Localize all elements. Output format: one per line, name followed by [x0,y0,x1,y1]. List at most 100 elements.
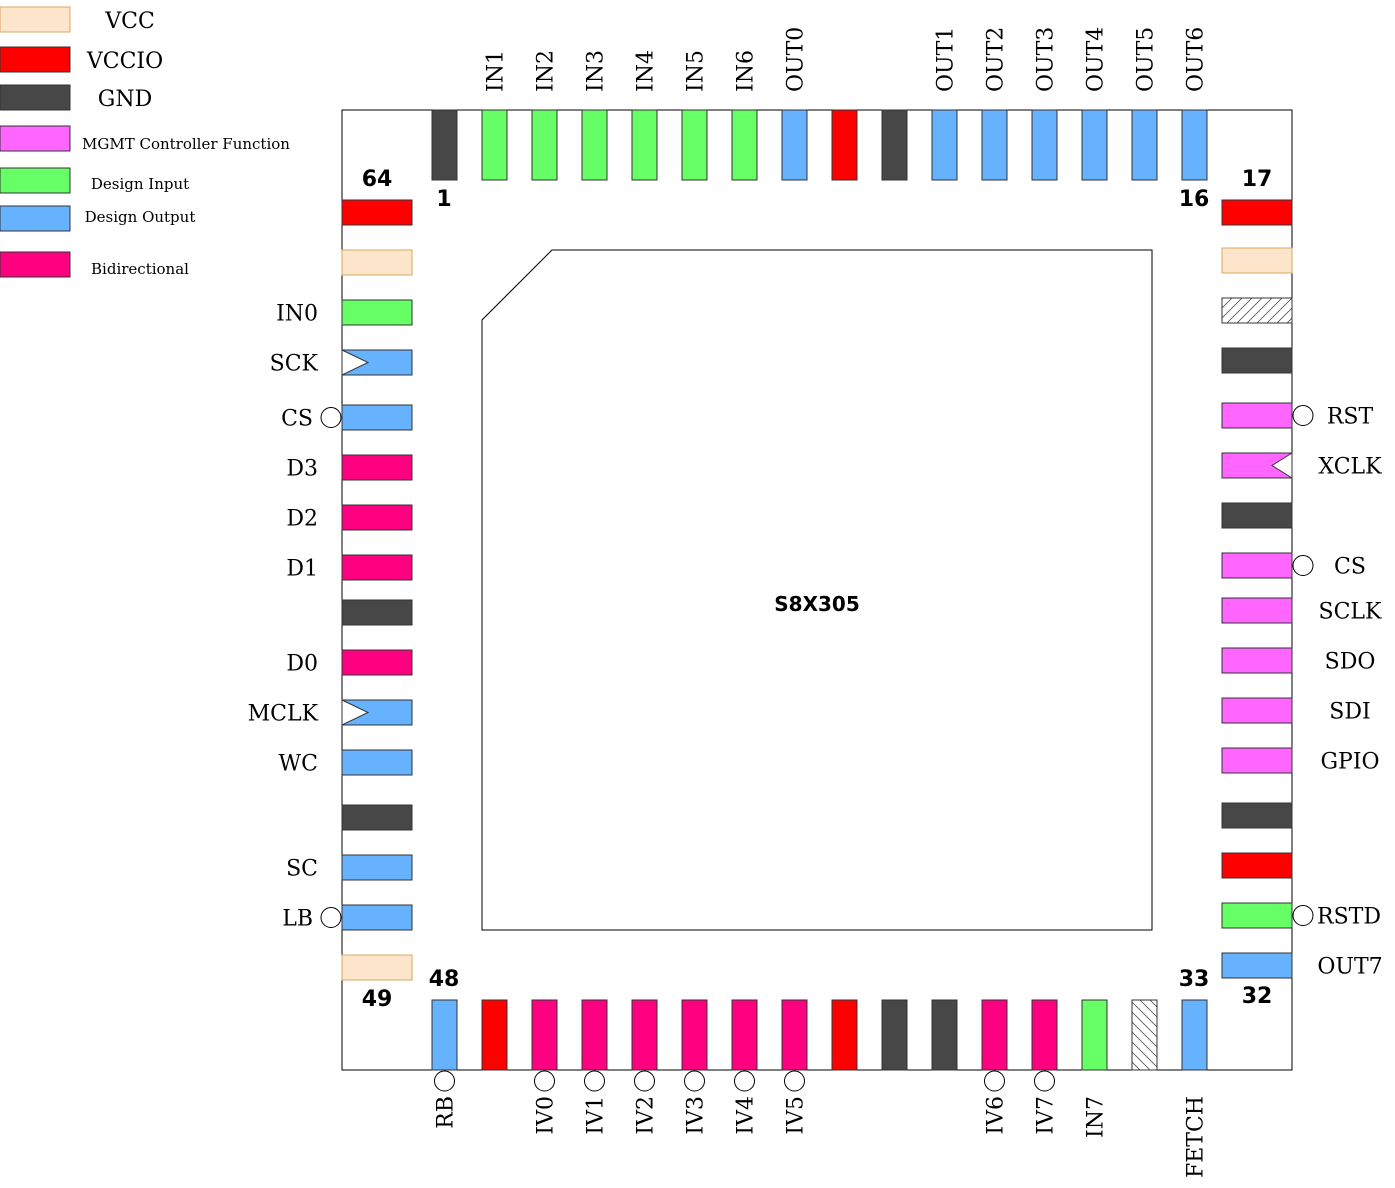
inversion-bubble-icon [1292,555,1314,576]
pin-right-sdi: SDI [1221,697,1371,725]
pin-label: RB [434,1096,459,1129]
pin-number-16: 16 [1179,187,1210,212]
pin-left-sck: SCK [270,349,413,377]
pin-pad [481,109,508,181]
pin-top-out0: OUT0 [781,27,809,181]
pin-bottom-rb: RB [431,999,459,1129]
pin-bottom-iv1: IV1 [581,999,609,1135]
pin-pad [341,299,413,326]
pin-pad [1081,109,1108,181]
pin-pad [931,999,958,1071]
pin-label: OUT6 [1184,27,1209,92]
pin-pad [1221,297,1293,324]
pin-pad [631,999,658,1071]
pin-label: SCK [270,352,319,377]
pin-pad [341,749,413,776]
pin-right-cs: CS [1221,552,1366,580]
pin-label: OUT1 [934,27,959,92]
pin-label: OUT7 [1317,955,1382,980]
pin-number-1: 1 [436,187,451,212]
pin-label: RSTD [1317,905,1381,930]
pin-number-48: 48 [429,967,460,992]
pins: IN1 IN2 IN3 IN4 IN5 IN6 OUT0 OUT1 OUT2 OUT3 OUT4 OU… [248,27,1383,1178]
pin-right-out7: OUT7 [1221,952,1383,980]
pin-pad [431,109,458,181]
pin-bottom-fetch: FETCH [1181,999,1209,1178]
pin-pad [341,904,413,931]
pin-pad [1221,902,1293,929]
legend-swatch-vcc [0,6,71,33]
pin-label: D3 [286,457,318,482]
pin-pad [341,954,413,981]
pin-pad [1131,109,1158,181]
clock-marker-icon [341,349,370,376]
pin-top-in2: IN2 [531,50,559,181]
legend-swatch-bidir [0,251,71,278]
pin-label: IN5 [684,50,709,92]
pin-label: SDI [1329,700,1370,725]
pin-label: OUT2 [984,27,1009,92]
pin-pad [1031,109,1058,181]
pin-top-out6: OUT6 [1181,27,1209,181]
pin-pad [481,999,508,1071]
pin-top-out5: OUT5 [1131,27,1159,181]
inversion-bubble-icon [1034,1070,1055,1092]
pin-left-in0: IN0 [276,299,413,327]
pin-bottom-nc [1131,999,1158,1071]
legend-label-bidir: Bidirectional [91,260,189,278]
pin-left-d3: D3 [286,454,413,482]
pin-pad [1181,109,1208,181]
pin-pad [581,999,608,1071]
pin-pad [731,109,758,181]
inversion-bubble-icon [984,1070,1005,1092]
pin-bottom-iv6: IV6 [981,999,1009,1135]
pin-pad [1221,747,1293,774]
pin-label: RST [1327,405,1374,430]
inversion-bubble-icon [684,1070,705,1092]
pin-label: CS [281,407,313,432]
legend-label-output: Design Output [85,208,196,226]
pin-left-wc: WC [279,749,413,777]
pin-label: IN4 [634,50,659,92]
pin-pad [1221,502,1293,529]
pin-right-vccio [1221,199,1293,226]
pin-pad [681,999,708,1071]
pin-label: XCLK [1318,455,1382,480]
pin-bottom-iv2: IV2 [631,999,659,1135]
pin-top-in3: IN3 [581,50,609,181]
inversion-bubble-icon [634,1070,655,1092]
legend-swatch-gnd [0,84,71,111]
pin-label: D2 [286,507,318,532]
pin-pad [681,109,708,181]
pin-label: SCLK [1319,600,1383,625]
pin-top-in4: IN4 [631,50,659,181]
pin-number-64: 64 [362,167,393,192]
pin-pad [1081,999,1108,1071]
inversion-bubble-icon [584,1070,605,1092]
pin-pad [881,999,908,1071]
pin-left-cs: CS [281,404,413,432]
pin-right-vccio [1221,852,1293,879]
pin-pad [1221,552,1293,579]
pin-right-sdo: SDO [1221,647,1376,675]
pin-label: SDO [1325,650,1376,675]
legend-label-mgmt: MGMT Controller Function [82,135,290,153]
pin-bottom-in7: IN7 [1081,999,1109,1138]
legend-swatch-input [0,167,71,194]
pin-pad [981,109,1008,181]
pin-pad [531,999,558,1071]
pin-right-rst: RST [1221,402,1374,430]
pin-left-sc: SC [286,854,413,882]
pin-pad [831,109,858,181]
pin-pad [731,999,758,1071]
pin-pad [1031,999,1058,1071]
pin-bottom-iv4: IV4 [731,999,759,1135]
pin-number-32: 32 [1242,984,1273,1009]
pin-pad [1221,697,1293,724]
pin-pad [881,109,908,181]
pin-top-in5: IN5 [681,50,709,181]
pin-pad [1221,452,1293,479]
pin-left-d2: D2 [286,504,413,532]
